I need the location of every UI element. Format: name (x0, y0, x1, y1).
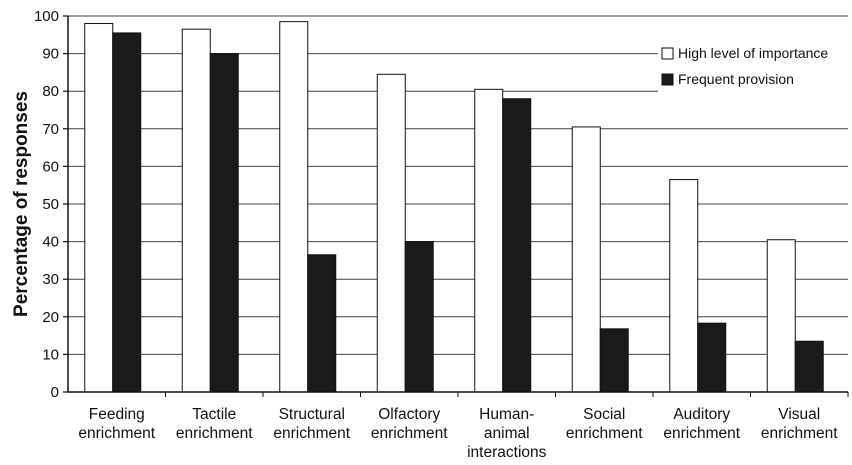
category-labels: Feeding enrichment Tactile enrichment Struct… (78, 392, 849, 461)
category-label: enrichment (273, 425, 350, 442)
bar-provision-2 (307, 254, 337, 393)
bar-provision-0 (112, 32, 142, 393)
category-label: Structural (279, 406, 345, 423)
category-label: enrichment (566, 425, 643, 442)
category-label: Auditory (673, 406, 730, 423)
bar-provision-5 (599, 328, 629, 393)
y-axis-label: Percentage of responses (11, 91, 32, 317)
bar-provision-1 (209, 53, 239, 393)
legend-label-1: Frequent provision (678, 71, 794, 87)
y-tick-label: 30 (42, 271, 59, 288)
y-tick-label: 100 (34, 8, 59, 25)
bar-importance-7 (766, 239, 796, 393)
bar-provision-3 (404, 241, 434, 393)
y-tick-label: 0 (51, 384, 59, 401)
category-label: enrichment (371, 425, 448, 442)
category-label: Feeding (89, 406, 145, 423)
category-label: animal (484, 425, 530, 442)
category-label: enrichment (176, 425, 253, 442)
bar-importance-6 (669, 179, 699, 393)
legend-swatch-1 (661, 73, 674, 86)
y-tick-label: 10 (42, 346, 59, 363)
category-label: enrichment (663, 425, 740, 442)
bar-provision-4 (502, 98, 532, 393)
bars (84, 21, 824, 393)
category-label: Olfactory (378, 406, 440, 423)
bar-importance-1 (181, 28, 211, 393)
category-label: Human- (479, 406, 534, 423)
bar-importance-3 (376, 73, 406, 393)
legend-swatch-0 (661, 47, 674, 60)
category-label: Visual (778, 406, 820, 423)
legend-background (658, 38, 848, 94)
y-tick-label: 50 (42, 196, 59, 213)
y-tick-label: 40 (42, 234, 59, 251)
bar-importance-2 (279, 21, 309, 393)
y-tick-label: 70 (42, 121, 59, 138)
category-label: enrichment (761, 425, 838, 442)
y-tick-label: 80 (42, 83, 59, 100)
bar-importance-0 (84, 23, 114, 393)
bar-provision-7 (794, 340, 824, 393)
y-axis-ticks: 0 10 20 30 40 50 60 70 80 90 100 (34, 8, 68, 401)
category-label: enrichment (78, 425, 155, 442)
category-label: Social (583, 406, 625, 423)
bar-provision-6 (697, 322, 727, 393)
legend: High level of importance Frequent provisi… (658, 38, 848, 94)
y-tick-label: 20 (42, 309, 59, 326)
y-tick-label: 90 (42, 46, 59, 63)
category-label: interactions (467, 444, 547, 461)
category-label: Tactile (192, 406, 236, 423)
bar-importance-4 (474, 88, 504, 393)
bar-importance-5 (571, 126, 601, 393)
legend-label-0: High level of importance (678, 45, 828, 61)
y-tick-label: 60 (42, 158, 59, 175)
